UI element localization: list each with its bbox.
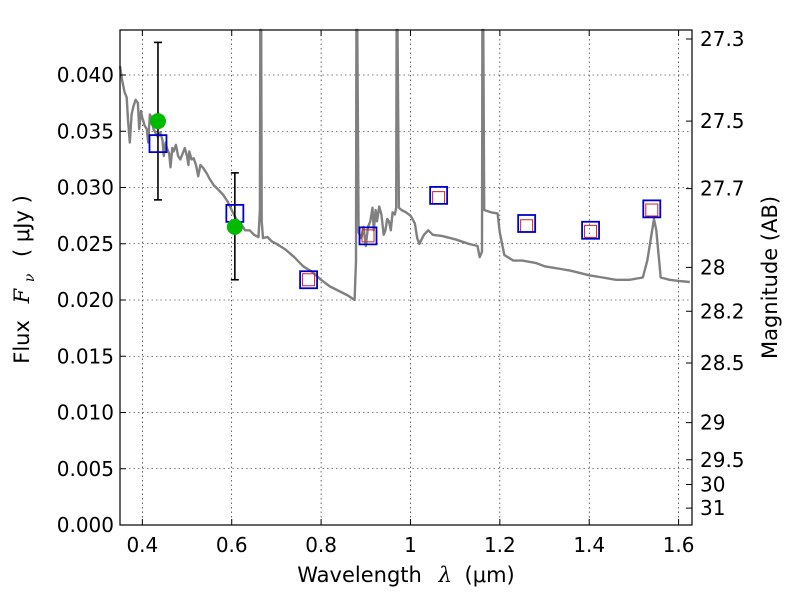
photometry-small-square: [584, 224, 598, 238]
x-tick-label: 1.6: [663, 533, 695, 557]
x-tick-label: 0.4: [126, 533, 158, 557]
x-axis-label-unit: (μm): [465, 563, 515, 587]
magnitude-tick-label: 29.5: [700, 448, 745, 472]
grid: [120, 30, 692, 526]
magnitude-tick-label: 27.7: [700, 177, 745, 201]
magnitude-tick-label: 29: [700, 411, 725, 435]
y-axis-label: Flux F ν ( μJy ): [10, 195, 39, 364]
x-tick-label: 0.8: [305, 533, 337, 557]
y-tick-label: 0.035: [57, 119, 114, 143]
magnitude-tick-label: 27.3: [700, 27, 745, 51]
model-flux-square: [299, 270, 318, 290]
model-flux-square: [581, 220, 600, 240]
magnitude-tick-label: 31: [700, 496, 725, 520]
x-tick-label: 1.4: [573, 533, 605, 557]
y-tick-label: 0.020: [57, 288, 114, 312]
y-tick-label: 0.010: [57, 401, 114, 425]
observed-flux-point: [149, 113, 166, 130]
magnitude-tick-label: 27.5: [700, 109, 745, 133]
photometry-small-square: [302, 273, 316, 287]
model-flux-square: [148, 134, 168, 154]
photometry-small-square: [361, 229, 375, 243]
y-tick-label: 0.030: [57, 176, 114, 200]
magnitude-tick-label: 28.5: [700, 351, 745, 375]
spectrum-layer: [118, 28, 690, 302]
x-axis-label: Wavelength λ (μm): [297, 563, 514, 587]
x-axis-label-prefix: Wavelength: [297, 563, 422, 587]
ticks-layer: 0.4 0.6 0.8 1 1.2 1.4 1.6 0.000 0.005 0.010 0.015 0…: [57, 27, 745, 557]
magnitude-tick-label: 30: [700, 473, 725, 497]
model-flux-square: [358, 226, 378, 246]
y-axis-label-subscript: ν: [22, 273, 38, 282]
y-tick-label: 0.025: [57, 232, 114, 256]
photometry-small-square: [432, 191, 446, 205]
model-spectrum-line: [118, 28, 690, 302]
model-flux-square: [429, 185, 449, 205]
model-flux-square: [517, 214, 537, 233]
plot-frame: [119, 29, 693, 526]
x-axis-label-symbol: λ: [438, 563, 452, 587]
magnitude-axis-label: Magnitude (AB): [758, 196, 782, 359]
points-layer: [148, 41, 662, 290]
x-tick-label: 0.6: [216, 533, 248, 557]
y-axis-label-symbol: F: [10, 287, 34, 304]
x-tick-label: 1: [404, 533, 417, 557]
y-tick-label: 0.040: [57, 63, 114, 87]
photometry-small-square: [645, 203, 659, 217]
photometry-small-square: [520, 219, 534, 233]
x-tick-label: 1.2: [484, 533, 516, 557]
y-tick-label: 0.005: [57, 457, 114, 481]
y-axis-label-prefix: Flux: [10, 320, 34, 364]
y-tick-label: 0.000: [57, 513, 114, 537]
magnitude-tick-label: 28: [700, 255, 725, 279]
magnitude-tick-label: 28.2: [700, 299, 745, 323]
model-flux-square: [642, 199, 662, 219]
y-axis-label-unit: ( μJy ): [10, 195, 34, 257]
observed-flux-point: [226, 218, 243, 235]
y-tick-label: 0.015: [57, 344, 114, 368]
